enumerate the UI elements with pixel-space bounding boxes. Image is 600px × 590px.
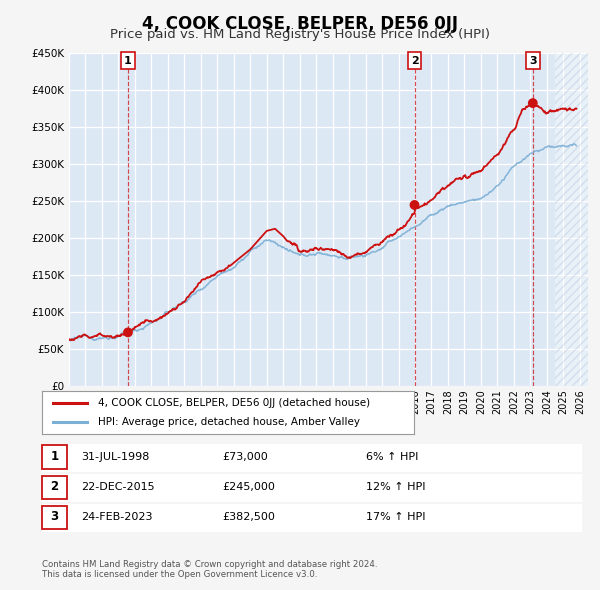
Text: 31-JUL-1998: 31-JUL-1998 xyxy=(81,452,149,461)
Text: £245,000: £245,000 xyxy=(222,482,275,491)
Bar xyxy=(555,53,588,386)
Text: 4, COOK CLOSE, BELPER, DE56 0JJ: 4, COOK CLOSE, BELPER, DE56 0JJ xyxy=(142,15,458,33)
Text: 17% ↑ HPI: 17% ↑ HPI xyxy=(366,512,425,522)
Point xyxy=(123,327,133,337)
Text: 2: 2 xyxy=(410,55,418,65)
Text: Contains HM Land Registry data © Crown copyright and database right 2024.
This d: Contains HM Land Registry data © Crown c… xyxy=(42,560,377,579)
Text: £382,500: £382,500 xyxy=(222,512,275,522)
Text: 1: 1 xyxy=(124,55,132,65)
Text: 2: 2 xyxy=(50,480,59,493)
Text: £73,000: £73,000 xyxy=(222,452,268,461)
Text: 22-DEC-2015: 22-DEC-2015 xyxy=(81,482,155,491)
Text: Price paid vs. HM Land Registry's House Price Index (HPI): Price paid vs. HM Land Registry's House … xyxy=(110,28,490,41)
Text: HPI: Average price, detached house, Amber Valley: HPI: Average price, detached house, Ambe… xyxy=(98,417,360,427)
Text: 4, COOK CLOSE, BELPER, DE56 0JJ (detached house): 4, COOK CLOSE, BELPER, DE56 0JJ (detache… xyxy=(98,398,370,408)
Text: 6% ↑ HPI: 6% ↑ HPI xyxy=(366,452,418,461)
Text: 1: 1 xyxy=(50,450,59,463)
Text: 12% ↑ HPI: 12% ↑ HPI xyxy=(366,482,425,491)
Point xyxy=(410,200,419,209)
Text: 24-FEB-2023: 24-FEB-2023 xyxy=(81,512,152,522)
Point xyxy=(528,99,538,108)
Text: 3: 3 xyxy=(529,55,536,65)
Text: 3: 3 xyxy=(50,510,59,523)
